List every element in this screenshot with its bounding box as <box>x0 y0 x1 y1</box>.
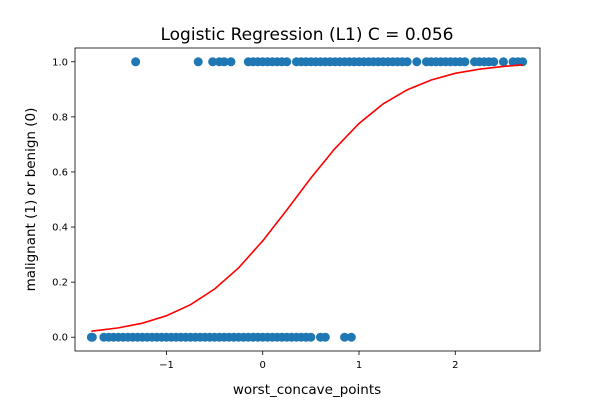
data-point-class-1 <box>498 57 508 67</box>
data-point-class-1 <box>489 57 499 67</box>
y-tick-label: 0.4 <box>52 223 68 234</box>
data-point-class-1 <box>226 57 236 67</box>
data-point-class-0 <box>87 332 97 342</box>
y-tick-label: 0.6 <box>52 167 68 178</box>
x-axis: −1 0 1 2 <box>159 351 458 371</box>
data-point-class-1 <box>460 57 470 67</box>
axes-frame <box>74 47 541 352</box>
x-axis-label: worst_concave_points <box>233 382 381 398</box>
x-tick-label: 2 <box>452 360 458 371</box>
data-point-class-1 <box>518 57 528 67</box>
plot-area <box>86 57 528 342</box>
y-tick-label: 0.2 <box>52 278 68 289</box>
data-point-class-1 <box>208 57 218 67</box>
y-tick-label: 0.8 <box>52 112 68 123</box>
data-point-class-0 <box>320 332 330 342</box>
logistic-curve <box>91 64 523 332</box>
y-axis: 0.0 0.2 0.4 0.6 0.8 1.0 <box>52 57 75 344</box>
x-tick-label: 0 <box>260 360 266 371</box>
x-tick-label: 1 <box>356 360 362 371</box>
y-tick-label: 1.0 <box>52 57 68 68</box>
y-tick-label: 0.0 <box>52 333 68 344</box>
data-point-class-1 <box>193 57 203 67</box>
data-point-class-1 <box>131 57 141 67</box>
data-point-class-1 <box>402 57 412 67</box>
x-tick-label: −1 <box>159 360 174 371</box>
data-point-class-0 <box>306 332 316 342</box>
data-point-class-1 <box>282 57 292 67</box>
data-point-class-0 <box>340 332 350 342</box>
data-point-class-1 <box>219 57 229 67</box>
data-point-class-1 <box>412 57 422 67</box>
data-point-class-0 <box>346 332 356 342</box>
chart-title: Logistic Regression (L1) C = 0.056 <box>160 25 453 45</box>
y-axis-label: malignant (1) or benign (0) <box>23 108 39 292</box>
